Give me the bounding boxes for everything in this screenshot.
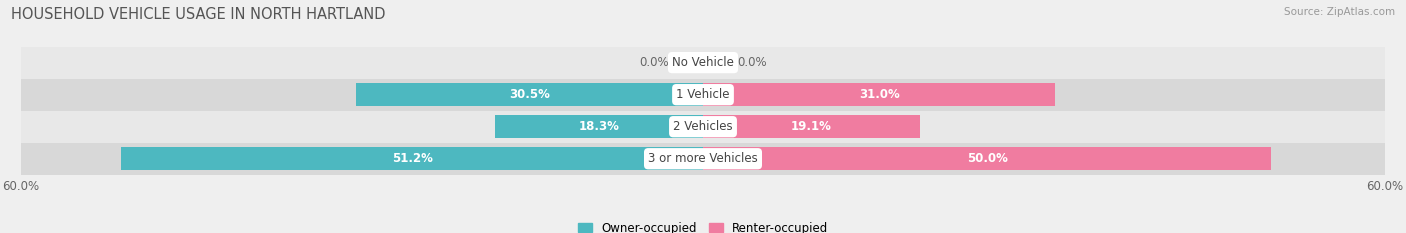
Bar <box>21 79 1385 111</box>
Text: Source: ZipAtlas.com: Source: ZipAtlas.com <box>1284 7 1395 17</box>
Text: HOUSEHOLD VEHICLE USAGE IN NORTH HARTLAND: HOUSEHOLD VEHICLE USAGE IN NORTH HARTLAN… <box>11 7 385 22</box>
Text: 0.0%: 0.0% <box>640 56 669 69</box>
Text: 19.1%: 19.1% <box>792 120 832 133</box>
Bar <box>495 115 703 138</box>
Text: 30.5%: 30.5% <box>509 88 550 101</box>
Bar <box>356 83 703 106</box>
Bar <box>21 111 1385 143</box>
Bar <box>121 147 703 170</box>
Text: 18.3%: 18.3% <box>579 120 620 133</box>
Text: 31.0%: 31.0% <box>859 88 900 101</box>
Text: 51.2%: 51.2% <box>392 152 433 165</box>
Bar <box>703 147 1271 170</box>
Text: 1 Vehicle: 1 Vehicle <box>676 88 730 101</box>
Text: 0.0%: 0.0% <box>737 56 766 69</box>
Legend: Owner-occupied, Renter-occupied: Owner-occupied, Renter-occupied <box>572 217 834 233</box>
Bar <box>703 83 1056 106</box>
Text: 50.0%: 50.0% <box>967 152 1008 165</box>
Text: 3 or more Vehicles: 3 or more Vehicles <box>648 152 758 165</box>
Bar <box>21 47 1385 79</box>
Text: No Vehicle: No Vehicle <box>672 56 734 69</box>
Bar <box>21 143 1385 175</box>
Text: 2 Vehicles: 2 Vehicles <box>673 120 733 133</box>
Bar <box>703 115 920 138</box>
